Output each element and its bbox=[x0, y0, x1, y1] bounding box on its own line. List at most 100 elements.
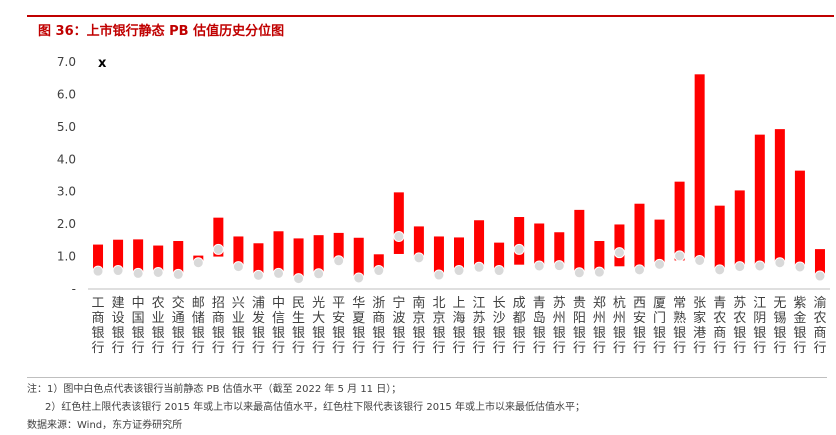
range-bar bbox=[674, 181, 685, 261]
x-tick-label: 江阴银行 bbox=[753, 296, 766, 356]
x-tick-label: 青农商行 bbox=[713, 296, 726, 356]
x-tick-label: 农业银行 bbox=[152, 296, 165, 356]
current-pb-dot bbox=[132, 267, 144, 279]
x-tick-label: 西安银行 bbox=[633, 296, 646, 356]
current-pb-dot bbox=[293, 273, 305, 285]
data-source: 数据来源：Wind，东方证券研究所 bbox=[27, 420, 183, 431]
x-tick-label: 浙商银行 bbox=[372, 296, 385, 356]
current-pb-dot bbox=[794, 261, 806, 273]
range-bar bbox=[594, 241, 605, 273]
range-bar bbox=[774, 129, 785, 264]
current-pb-dot bbox=[533, 260, 545, 272]
title-rule bbox=[27, 15, 834, 17]
x-tick-label: 兴业银行 bbox=[232, 296, 245, 356]
current-pb-dot bbox=[192, 257, 204, 269]
x-tick-label: 成都银行 bbox=[513, 296, 526, 356]
range-bar bbox=[574, 209, 585, 273]
current-pb-dot bbox=[814, 270, 826, 282]
range-bar bbox=[554, 232, 565, 266]
range-bar bbox=[113, 239, 124, 271]
range-bar bbox=[313, 235, 324, 275]
y-axis: - 1.0 2.0 3.0 4.0 5.0 6.0 7.0 bbox=[57, 55, 76, 296]
range-bar bbox=[233, 236, 244, 267]
range-bar bbox=[794, 170, 805, 267]
range-bar bbox=[213, 217, 224, 257]
note-line-1: 注：1）图中白色点代表该银行当前静态 PB 估值水平（截至 2022 年 5 月… bbox=[27, 384, 402, 395]
x-tick-label: 渝农商行 bbox=[813, 295, 826, 356]
current-pb-dot bbox=[774, 257, 786, 269]
x-tick-label: 中国银行 bbox=[132, 296, 145, 356]
x-tick-label: 常熟银行 bbox=[673, 296, 686, 356]
current-pb-dot bbox=[393, 230, 405, 242]
footnotes: 注：1）图中白色点代表该银行当前静态 PB 估值水平（截至 2022 年 5 月… bbox=[27, 377, 827, 435]
current-pb-dot bbox=[232, 261, 244, 273]
range-bar bbox=[634, 203, 645, 271]
range-bar bbox=[253, 243, 264, 276]
x-tick-label: 工商银行 bbox=[92, 296, 105, 356]
figure-title: 图 36：上市银行静态 PB 估值历史分位图 bbox=[38, 24, 285, 39]
x-tick-label: 青岛银行 bbox=[533, 296, 546, 356]
x-tick-label: 苏农银行 bbox=[733, 295, 746, 356]
current-pb-dot bbox=[633, 264, 645, 276]
current-pb-dot bbox=[654, 258, 666, 270]
current-pb-dot bbox=[694, 254, 706, 266]
range-bar bbox=[273, 231, 284, 274]
current-pb-dot bbox=[433, 269, 445, 281]
x-tick-label: 交通银行 bbox=[172, 295, 185, 356]
current-pb-dot bbox=[493, 265, 505, 277]
current-pb-dot bbox=[613, 247, 625, 259]
x-tick-label: 华夏银行 bbox=[352, 296, 365, 356]
x-tick-label: 江苏银行 bbox=[473, 296, 486, 356]
range-bar bbox=[293, 238, 304, 279]
range-bar bbox=[614, 224, 625, 267]
current-pb-dot bbox=[353, 272, 365, 284]
range-bar bbox=[534, 223, 545, 267]
x-tick-label: 北京银行 bbox=[432, 296, 445, 356]
x-tick-label: 杭州银行 bbox=[613, 296, 626, 356]
range-bar bbox=[393, 192, 404, 254]
range-bars bbox=[93, 74, 825, 279]
y-tick-label: 1.0 bbox=[57, 250, 76, 264]
range-bar bbox=[153, 245, 164, 273]
range-bar bbox=[173, 241, 184, 275]
x-tick-label: 中信银行 bbox=[272, 296, 285, 356]
range-bar bbox=[474, 220, 485, 268]
current-pb-dot bbox=[172, 268, 184, 280]
x-tick-label: 紫金银行 bbox=[793, 296, 806, 356]
y-tick-label: 5.0 bbox=[57, 120, 76, 134]
x-tick-label: 建设银行 bbox=[112, 296, 125, 356]
current-pb-dot bbox=[373, 265, 385, 277]
range-bar bbox=[93, 244, 104, 272]
range-bar bbox=[814, 249, 825, 277]
x-tick-label: 张家港行 bbox=[693, 296, 706, 356]
current-pb-dot bbox=[212, 243, 224, 255]
current-pb-dot bbox=[674, 250, 686, 262]
range-bar bbox=[654, 219, 665, 265]
y-tick-label: 6.0 bbox=[57, 87, 76, 101]
x-tick-label: 贵阳银行 bbox=[573, 296, 586, 356]
x-tick-label: 苏州银行 bbox=[553, 295, 566, 356]
x-tick-label: 平安银行 bbox=[332, 296, 345, 356]
range-bar bbox=[353, 237, 364, 278]
range-bar bbox=[433, 236, 444, 276]
x-tick-label: 浦发银行 bbox=[252, 296, 265, 356]
x-tick-label: 上海银行 bbox=[452, 296, 465, 356]
y-tick-label: 3.0 bbox=[57, 185, 76, 199]
y-tick-label: 2.0 bbox=[57, 217, 76, 231]
x-tick-label: 郑州银行 bbox=[593, 296, 606, 356]
current-pb-dot bbox=[92, 265, 104, 277]
x-tick-label: 招商银行 bbox=[212, 296, 225, 356]
y-tick-label: 7.0 bbox=[57, 55, 76, 69]
current-pb-dot bbox=[714, 264, 726, 276]
current-pb-dot bbox=[734, 261, 746, 273]
x-tick-label: 厦门银行 bbox=[653, 296, 666, 356]
current-pb-markers bbox=[92, 230, 826, 285]
current-pb-dot bbox=[573, 267, 585, 279]
x-tick-label: 长沙银行 bbox=[493, 296, 506, 356]
current-pb-dot bbox=[313, 268, 325, 280]
x-tick-label: 邮储银行 bbox=[192, 296, 205, 356]
current-pb-dot bbox=[273, 267, 285, 279]
range-bar bbox=[494, 242, 505, 271]
pb-range-chart: - 1.0 2.0 3.0 4.0 5.0 6.0 7.0 工商银行 建设银行 中国银行 农业银行交… bbox=[30, 42, 836, 372]
range-bar bbox=[133, 239, 144, 274]
